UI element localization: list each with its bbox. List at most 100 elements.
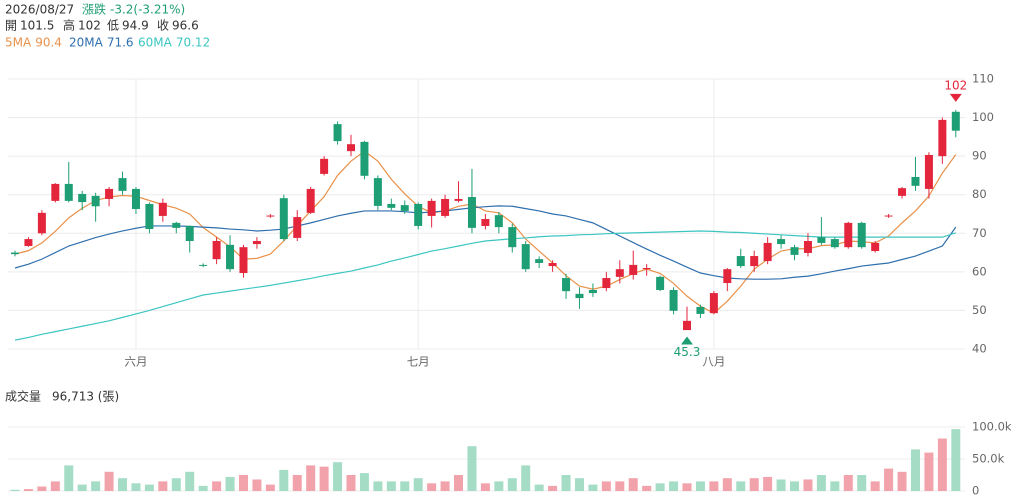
- volume-bar: [333, 462, 343, 491]
- volume-bar: [816, 475, 826, 491]
- volume-bar: [144, 484, 154, 491]
- candle-body: [172, 222, 181, 228]
- candle-body: [266, 215, 275, 217]
- volume-bar: [628, 478, 638, 491]
- y-tick-label: 50: [972, 303, 987, 317]
- low-label: 低: [107, 19, 119, 33]
- candle-body: [279, 198, 288, 240]
- close-value: 96.6: [172, 19, 199, 33]
- volume-bar: [521, 465, 531, 491]
- candle-body: [333, 124, 342, 142]
- volume-bar: [238, 475, 248, 491]
- ma-legend-name: 20MA: [69, 36, 104, 50]
- volume-bar: [601, 481, 611, 491]
- high-value: 102: [78, 19, 101, 33]
- date: 2026/08/27: [5, 3, 74, 17]
- volume-bar: [494, 481, 504, 491]
- candle-body: [212, 241, 221, 260]
- volume-bar: [306, 465, 316, 491]
- candle-body: [427, 200, 436, 216]
- min-marker: [681, 336, 693, 345]
- candle-body: [105, 188, 114, 199]
- volume-bar: [373, 481, 383, 491]
- volume-bar: [212, 481, 222, 491]
- candle-body: [78, 193, 87, 203]
- volume-bar: [749, 478, 759, 491]
- candle-body: [37, 212, 46, 234]
- volume-bar: [642, 485, 652, 491]
- volume-bar: [427, 483, 437, 491]
- change: -3.2(-3.21%): [110, 3, 185, 17]
- volume-bar: [454, 475, 464, 491]
- volume-bar: [10, 489, 20, 491]
- x-tick-label: 八月: [702, 355, 725, 369]
- close-label: 收: [157, 19, 169, 33]
- volume-bar: [77, 484, 87, 491]
- volume-bar: [776, 479, 786, 491]
- volume-bar: [400, 481, 410, 491]
- ma-line: [14, 205, 957, 280]
- candle-body: [857, 222, 866, 248]
- candle-body: [239, 247, 248, 274]
- ma-legend-value: 71.6: [107, 36, 134, 50]
- volume-bar: [37, 486, 47, 491]
- volume-bar: [736, 481, 746, 491]
- min-label: 45.3: [674, 345, 701, 359]
- candle-body: [320, 158, 329, 174]
- volume-bar: [346, 475, 356, 491]
- volume-bar: [198, 485, 208, 491]
- volume-bar: [548, 485, 558, 491]
- volume-bar: [507, 478, 517, 491]
- max-label: 102: [944, 78, 967, 92]
- volume-bar: [682, 483, 692, 491]
- candle-body: [521, 244, 530, 270]
- candle-body: [306, 188, 315, 213]
- candle-body: [602, 278, 611, 289]
- candle-body: [562, 278, 571, 292]
- volume-bar: [924, 452, 934, 491]
- ma-legend-name: 5MA: [5, 36, 32, 50]
- volume-bar: [803, 479, 813, 491]
- volume-bar: [23, 489, 33, 491]
- volume-bar: [265, 484, 275, 491]
- candle-body: [911, 176, 920, 186]
- candle-body: [790, 247, 799, 255]
- candle-body: [454, 198, 463, 201]
- volume-bar: [319, 466, 329, 491]
- candle-body: [185, 225, 194, 241]
- volume-bar: [615, 481, 625, 491]
- volume-bar: [440, 481, 450, 491]
- candle-body: [118, 178, 127, 191]
- y-tick-label: 100.0k: [972, 420, 1011, 434]
- candle-body: [615, 269, 624, 277]
- candle-body: [24, 239, 33, 247]
- ma-legend-value: 90.4: [35, 36, 62, 50]
- volume-bar: [480, 483, 490, 491]
- volume-bar: [279, 469, 289, 491]
- candle-body: [830, 239, 839, 248]
- candle-body: [414, 203, 423, 226]
- ma-legend-value: 70.12: [176, 36, 210, 50]
- volume-bar: [695, 481, 705, 491]
- candle-body: [642, 268, 651, 270]
- volume-bar: [158, 481, 168, 491]
- volume-value: 96,713 (張): [52, 390, 119, 404]
- candle-body: [656, 276, 665, 290]
- volume-bar: [185, 471, 195, 491]
- ma-legend-name: 60MA: [138, 36, 173, 50]
- x-tick-label: 七月: [407, 355, 430, 369]
- volume-bar: [413, 478, 423, 491]
- candle-body: [803, 241, 812, 253]
- volume-bar: [722, 478, 732, 491]
- candle-body: [898, 188, 907, 196]
- candle-body: [723, 269, 732, 284]
- candle-body: [293, 217, 302, 238]
- candle-body: [467, 197, 476, 228]
- y-tick-label: 70: [972, 226, 987, 240]
- volume-title: 成交量: [5, 389, 41, 404]
- volume-bar: [91, 481, 101, 491]
- volume-bar: [534, 484, 544, 491]
- candle-body: [548, 262, 557, 267]
- candle-body: [387, 203, 396, 208]
